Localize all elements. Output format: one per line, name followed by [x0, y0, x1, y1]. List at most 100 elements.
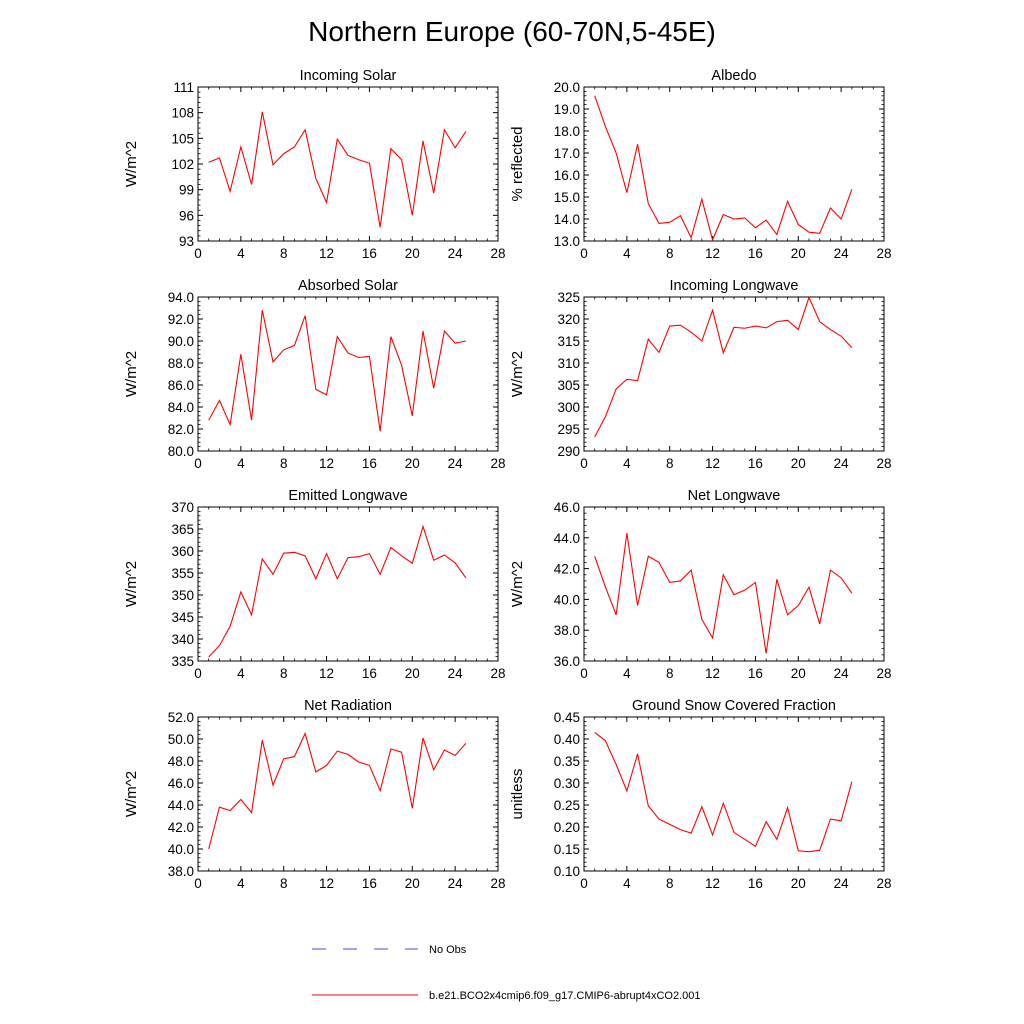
y-tick-label: 305 [557, 378, 580, 393]
y-tick-label: 0.40 [554, 732, 580, 747]
x-tick-label: 28 [876, 876, 891, 891]
panel-albedo: 0 4 8 12 16 20 24 28 13.0 14.0 15.0 16.0 17.0 18.0 19.… [509, 68, 892, 261]
y-tick-label: 300 [557, 400, 580, 415]
y-tick-label: 40.0 [554, 592, 580, 607]
x-tick-label: 4 [237, 666, 245, 681]
plot-frame [197, 86, 499, 242]
series-line-0 [208, 111, 467, 228]
x-tick-label: 12 [705, 456, 720, 471]
y-axis-label: W/m^2 [123, 351, 140, 397]
y-tick-label: 16.0 [554, 168, 580, 183]
y-tick-label: 0.45 [554, 710, 580, 725]
y-tick-label: 52.0 [168, 710, 194, 725]
x-tick-label: 24 [834, 666, 850, 681]
y-tick-label: 92.0 [168, 312, 194, 327]
y-tick-label: 0.20 [554, 820, 580, 835]
y-tick-label: 0.30 [554, 776, 580, 791]
y-tick-label: 84.0 [168, 400, 194, 415]
series-line-0 [208, 310, 466, 432]
x-tick-label: 4 [623, 666, 631, 681]
y-tick-label: 86.0 [168, 378, 194, 393]
x-tick-label: 8 [280, 876, 288, 891]
x-tick-label: 16 [748, 456, 763, 471]
plot-frame [583, 296, 885, 452]
panel-title: Ground Snow Covered Fraction [632, 698, 836, 714]
y-tick-label: 48.0 [168, 754, 194, 769]
x-tick-label: 28 [490, 666, 505, 681]
x-tick-label: 24 [834, 246, 850, 261]
y-tick-label: 108 [171, 106, 194, 121]
panel-title: Net Longwave [688, 488, 781, 504]
y-tick-label: 40.0 [168, 842, 194, 857]
x-tick-label: 28 [876, 666, 891, 681]
y-tick-label: 17.0 [554, 146, 580, 161]
x-tick-label: 24 [834, 456, 850, 471]
x-tick-label: 12 [319, 876, 334, 891]
x-tick-label: 12 [319, 456, 334, 471]
x-tick-label: 8 [280, 246, 288, 261]
x-tick-label: 8 [280, 666, 288, 681]
x-tick-label: 24 [448, 456, 464, 471]
plot-frame [197, 506, 499, 662]
plot-frame [197, 296, 499, 452]
x-tick-label: 28 [490, 876, 505, 891]
panel-title: Incoming Solar [300, 68, 397, 84]
series-line-0 [594, 95, 853, 242]
x-tick-label: 0 [194, 456, 202, 471]
y-tick-label: 36.0 [554, 654, 580, 669]
y-tick-label: 0.15 [554, 842, 580, 857]
x-tick-label: 4 [623, 876, 631, 891]
y-tick-label: 96 [179, 208, 194, 223]
y-axis-label: W/m^2 [509, 561, 526, 607]
y-tick-label: 310 [557, 356, 580, 371]
y-tick-label: 102 [171, 157, 194, 172]
y-tick-label: 325 [557, 290, 580, 305]
x-tick-label: 20 [791, 456, 806, 471]
plot-frame [197, 716, 499, 872]
y-tick-label: 345 [171, 610, 194, 625]
y-tick-label: 295 [557, 422, 580, 437]
y-tick-label: 93 [179, 234, 194, 249]
y-tick-label: 15.0 [554, 190, 580, 205]
x-tick-label: 4 [623, 246, 631, 261]
y-tick-label: 365 [171, 522, 194, 537]
y-axis-label: W/m^2 [123, 141, 140, 187]
y-tick-label: 44.0 [554, 531, 580, 546]
y-tick-label: 50.0 [168, 732, 194, 747]
panels-group: 0 4 8 12 16 20 24 28 93 96 99 102 105 108 111 Incoming … [123, 68, 892, 891]
legend-label-model: b.e21.BCO2x4cmip6.f09_g17.CMIP6-abrupt4x… [429, 990, 701, 1002]
y-tick-label: 290 [557, 444, 580, 459]
y-tick-label: 42.0 [168, 820, 194, 835]
y-tick-label: 38.0 [168, 864, 194, 879]
x-tick-label: 12 [705, 666, 720, 681]
plot-frame [583, 716, 885, 872]
x-tick-label: 16 [362, 456, 377, 471]
y-tick-label: 111 [173, 80, 194, 95]
x-tick-label: 4 [237, 246, 245, 261]
x-tick-label: 16 [362, 876, 377, 891]
y-tick-label: 320 [557, 312, 580, 327]
x-tick-label: 8 [666, 246, 674, 261]
y-tick-label: 14.0 [554, 212, 580, 227]
x-tick-label: 28 [490, 456, 505, 471]
legend-label-no-obs: No Obs [429, 944, 467, 956]
x-tick-label: 0 [580, 666, 588, 681]
panel-net-longwave: 0 4 8 12 16 20 24 28 36.0 38.0 40.0 42.0 44.0 46.0 Net… [509, 488, 892, 681]
y-tick-label: 46.0 [168, 776, 194, 791]
panel-incoming-solar: 0 4 8 12 16 20 24 28 93 96 99 102 105 108 111 Incoming … [123, 68, 506, 261]
y-tick-label: 315 [557, 334, 580, 349]
x-tick-label: 8 [666, 666, 674, 681]
y-tick-label: 94.0 [168, 290, 194, 305]
x-tick-label: 24 [448, 666, 464, 681]
y-axis-label: W/m^2 [123, 561, 140, 607]
y-axis-label: % reflected [509, 126, 526, 201]
x-tick-label: 0 [194, 876, 202, 891]
y-tick-label: 18.0 [554, 124, 580, 139]
panel-title: Net Radiation [304, 698, 392, 714]
x-tick-label: 8 [280, 456, 288, 471]
figure-title: Northern Europe (60-70N,5-45E) [308, 16, 716, 47]
panel-title: Absorbed Solar [298, 278, 398, 294]
y-tick-label: 82.0 [168, 422, 194, 437]
y-tick-label: 20.0 [554, 80, 580, 95]
y-tick-label: 90.0 [168, 334, 194, 349]
